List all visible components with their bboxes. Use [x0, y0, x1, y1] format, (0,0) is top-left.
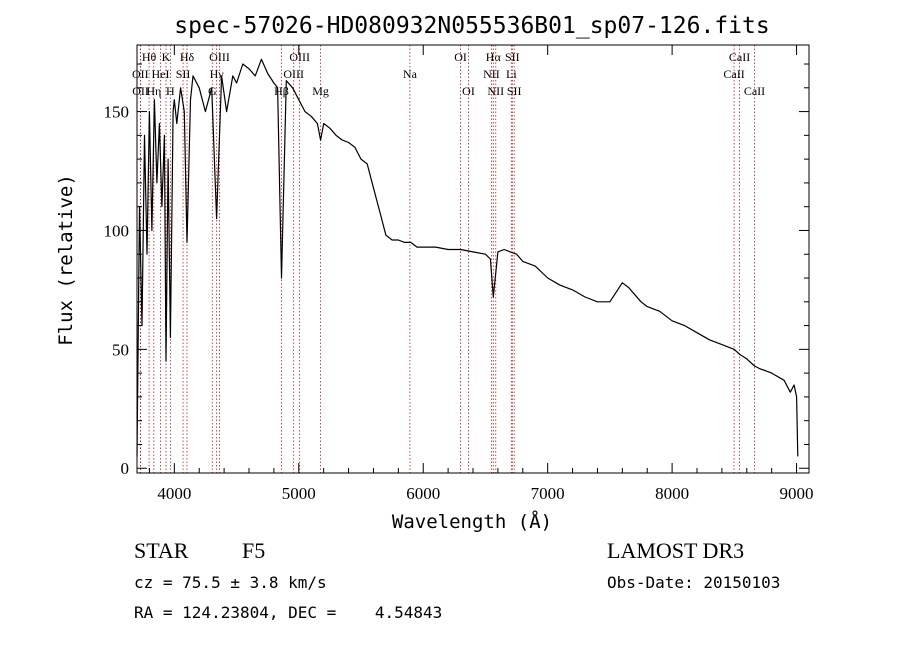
- line-label-9: OIII: [209, 50, 230, 64]
- object-class: STAR: [134, 538, 189, 563]
- x-tick-label-8000: 8000: [655, 484, 689, 503]
- x-tick-label-9000: 9000: [780, 484, 814, 503]
- x-tick-label-7000: 7000: [531, 484, 565, 503]
- observation-date: Obs-Date: 20150103: [607, 573, 781, 592]
- line-label-3: Hη: [146, 84, 161, 98]
- x-tick-label-4000: 4000: [157, 484, 191, 503]
- survey-label: LAMOST DR3: [607, 538, 745, 563]
- chart-title: spec-57026-HD080932N055536B01_sp07-126.f…: [174, 13, 769, 39]
- axes-layer: 4000 5000 6000 7000 8000 9000 0 50 100 150: [104, 45, 814, 503]
- line-label-16: Na: [403, 67, 418, 81]
- line-label-10: Hγ: [210, 67, 225, 81]
- line-label-25: CaII: [729, 50, 750, 64]
- series-line-flux: [136, 58, 799, 457]
- line-label-6: H: [166, 84, 175, 98]
- x-tick-label-5000: 5000: [282, 484, 316, 503]
- line-label-21: NII: [487, 84, 504, 98]
- line-label-8: SII: [176, 67, 191, 81]
- line-label-22: SII: [505, 50, 520, 64]
- y-tick-label-50: 50: [112, 340, 129, 359]
- line-label-0: Hθ: [142, 50, 157, 64]
- y-tick-label-100: 100: [104, 221, 130, 240]
- y-tick-label-150: 150: [104, 103, 130, 122]
- y-tick-label-0: 0: [121, 459, 130, 478]
- line-label-20: NII: [483, 67, 500, 81]
- line-label-7: Hδ: [180, 50, 195, 64]
- x-axis-label: Wavelength (Å): [392, 510, 552, 533]
- line-label-13: OIII: [283, 67, 304, 81]
- x-tick-label-6000: 6000: [406, 484, 440, 503]
- line-label-19: Hα: [486, 50, 502, 64]
- line-label-4: K: [162, 50, 171, 64]
- line-label-18: OI: [462, 84, 475, 98]
- line-label-5: HeI: [152, 67, 170, 81]
- line-label-24: SII: [507, 84, 522, 98]
- object-subclass: F5: [242, 538, 266, 563]
- line-label-27: CaII: [744, 84, 765, 98]
- line-label-14: OIII: [289, 50, 310, 64]
- line-label-23: Li: [506, 67, 517, 81]
- series-layer: [136, 58, 799, 457]
- spectrum-chart: spec-57026-HD080932N055536B01_sp07-126.f…: [55, 13, 814, 533]
- line-label-11: G: [208, 84, 217, 98]
- y-axis-label: Flux (relative): [55, 174, 77, 346]
- line-label-17: OI: [454, 50, 467, 64]
- plot-frame: [136, 44, 810, 474]
- line-label-15: Mg: [312, 84, 329, 98]
- redshift-readout: cz = 75.5 ± 3.8 km/s: [134, 573, 327, 592]
- coordinates-readout: RA = 124.23804, DEC = 4.54843: [134, 603, 443, 622]
- line-label-2: OII: [132, 84, 149, 98]
- line-label-26: CaII: [723, 67, 744, 81]
